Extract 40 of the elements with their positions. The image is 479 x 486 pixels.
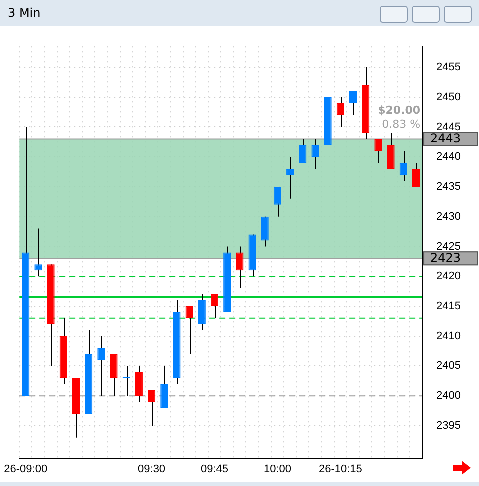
chart-title: 3 Min (8, 6, 41, 20)
y-tick-label: 2440 (436, 151, 462, 164)
candlestick (236, 246, 244, 290)
x-tick-label: 26-09:00 (4, 463, 48, 476)
x-tick-label: 09:30 (138, 463, 166, 476)
candlestick (110, 354, 118, 397)
candlestick (387, 132, 395, 170)
candlestick (299, 138, 307, 164)
y-tick-label: 2420 (436, 270, 462, 283)
candlestick (160, 366, 168, 409)
y-tick-label: 2395 (436, 420, 462, 432)
x-tick-label: 26-10:15 (318, 463, 362, 476)
y-tick-label: 2405 (436, 360, 462, 372)
candlestick (198, 294, 206, 331)
ref-line-label: 2423 (430, 250, 462, 265)
x-tick-label: 09:45 (200, 463, 229, 476)
y-tick-label: 2430 (436, 210, 462, 223)
candlestick (135, 366, 143, 403)
candlestick (336, 96, 344, 128)
y-tick-label: 2450 (436, 91, 462, 104)
annotation: $20.00 (378, 104, 421, 118)
candlestick (186, 306, 194, 355)
candlestick (274, 186, 282, 218)
y-tick-label: 2415 (436, 300, 462, 312)
y-tick-label: 2435 (436, 181, 462, 194)
y-tick-label: 2445 (436, 121, 462, 134)
y-tick-label: 2410 (436, 330, 462, 342)
y-tick-label: 2400 (436, 390, 462, 402)
annotation: 0.83 % (382, 118, 421, 132)
candlestick (34, 228, 42, 278)
candlestick (374, 138, 382, 164)
candlestick (98, 336, 106, 397)
candlestick (412, 162, 420, 188)
candlestick (312, 138, 320, 170)
y-tick-label: 2455 (436, 62, 462, 74)
candlestick (286, 156, 294, 200)
y-tick-label: 2425 (436, 240, 462, 253)
x-tick-label: 10:00 (264, 463, 292, 476)
candlestick (261, 216, 269, 248)
ref-line-label: 2443 (430, 131, 462, 146)
